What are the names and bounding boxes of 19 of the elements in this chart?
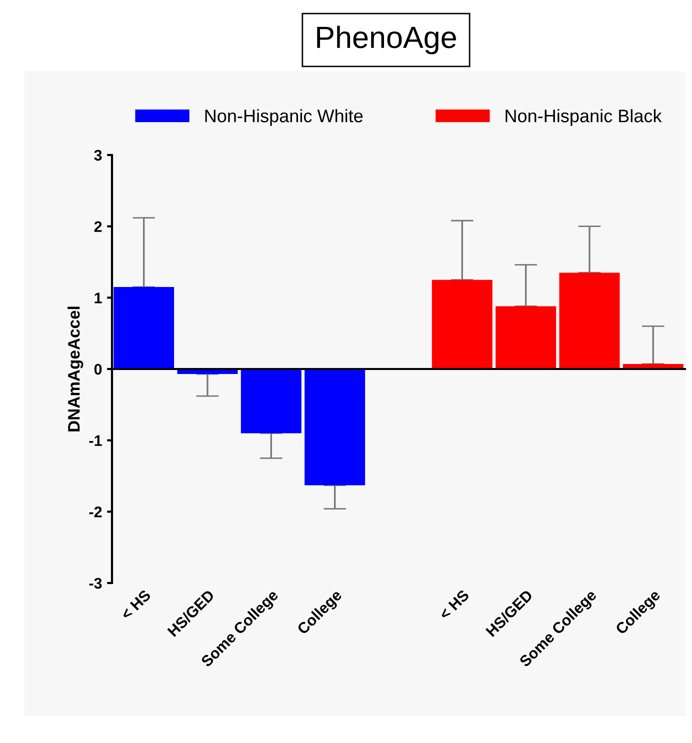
y-tick-label: 2	[94, 221, 102, 232]
x-tick-label: < HS	[438, 589, 470, 620]
y-axis-title: DNAmAgeAccel	[68, 306, 84, 432]
bar	[559, 272, 620, 369]
legend-label: Non-Hispanic White	[205, 109, 363, 126]
bar	[496, 306, 556, 369]
bar	[240, 369, 302, 434]
y-tick-label: 0	[94, 364, 102, 375]
legend-label: Non-Hispanic Black	[506, 109, 662, 126]
y-tick-label: -2	[89, 506, 102, 518]
bar	[114, 286, 174, 369]
chart-title: PhenoAge	[317, 26, 456, 54]
y-tick-label: 3	[94, 150, 102, 161]
bar	[304, 369, 366, 486]
y-tick-label: -1	[89, 435, 102, 446]
y-tick-label: 1	[94, 292, 102, 304]
x-tick-label: < HS	[120, 589, 152, 620]
y-tick-label: -3	[89, 578, 102, 589]
bar	[432, 280, 492, 369]
